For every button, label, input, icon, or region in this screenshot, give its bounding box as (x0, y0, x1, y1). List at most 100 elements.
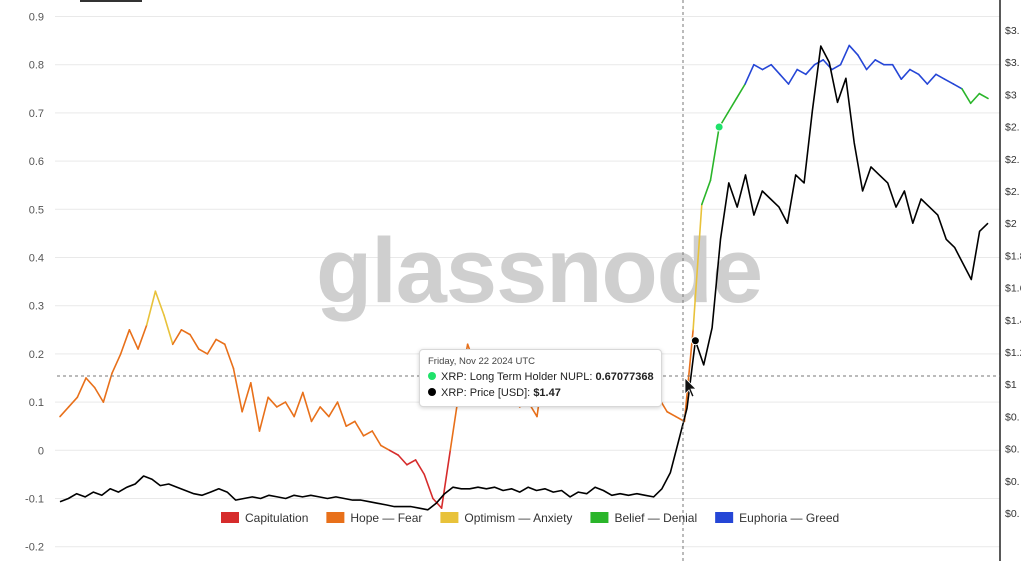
nupl-segment (302, 391, 313, 423)
nupl-segment (744, 63, 755, 85)
legend-swatch (715, 512, 734, 523)
nupl-segment (223, 343, 235, 370)
right-tick-label: $2. (1005, 154, 1020, 166)
nupl-segment (909, 68, 920, 76)
nupl-segment (423, 473, 434, 500)
price-dot-icon (428, 388, 436, 396)
nupl-segment (284, 401, 295, 418)
nupl-segment (440, 449, 452, 509)
tooltip-price-row: XRP: Price [USD]: $1.47 (428, 387, 561, 399)
nupl-hover-marker (714, 122, 724, 132)
nupl-segment (163, 314, 174, 346)
nupl-segment (354, 420, 365, 437)
tooltip-price-label: XRP: Price [USD]: (441, 387, 531, 399)
tooltip-nupl-label: XRP: Long Term Holder NUPL: (441, 371, 593, 383)
right-tick-label: $0. (1005, 508, 1020, 520)
nupl-segment (414, 459, 426, 476)
legend-label: Capitulation (245, 511, 308, 525)
right-tick-label: $2. (1005, 186, 1020, 198)
phase-legend: Capitulation Hope — Fear Optimism — Anxiet… (221, 511, 839, 525)
nupl-segment (319, 406, 330, 418)
nupl-segment (380, 444, 391, 452)
nupl-segment (848, 44, 859, 56)
mouse-cursor-icon (684, 377, 697, 398)
nupl-segment (189, 333, 200, 350)
left-tick-label: 0.6 (29, 156, 44, 168)
nupl-segment (805, 63, 816, 76)
nupl-segment (328, 401, 339, 418)
right-tick-label: $1.2 (1005, 347, 1021, 359)
nupl-segment (59, 406, 70, 418)
price-line (59, 45, 989, 511)
nupl-segment (891, 63, 903, 80)
glassnode-watermark: glassnode (316, 220, 762, 322)
legend-label: Optimism — Anxiety (464, 511, 572, 525)
right-tick-label: $3. (1005, 25, 1020, 37)
nupl-dot-icon (428, 372, 436, 380)
nupl-segment (154, 290, 165, 317)
nupl-segment (406, 459, 417, 466)
right-tick-label: $1.8 (1005, 250, 1021, 262)
nupl-segment (700, 179, 712, 206)
nupl-segment (128, 328, 139, 350)
legend-swatch (440, 512, 459, 523)
nupl-segment (310, 406, 321, 423)
legend-swatch (326, 512, 345, 523)
nupl-segment (969, 92, 981, 105)
nupl-segment (926, 73, 937, 85)
nupl-segment (900, 68, 911, 80)
nupl-segment (171, 328, 183, 346)
nupl-segment (362, 430, 374, 437)
nupl-segment (735, 83, 746, 100)
legend-label: Hope — Fear (350, 511, 422, 525)
hover-markers (690, 122, 724, 346)
nupl-segment (232, 367, 243, 413)
nupl-segment (250, 382, 261, 432)
nupl-segment (666, 410, 677, 418)
right-tick-label: $0. (1005, 411, 1020, 423)
legend-swatch (221, 512, 239, 523)
legend-label: Euphoria — Greed (739, 511, 839, 525)
nupl-segment (961, 88, 972, 105)
nupl-segment (727, 97, 738, 114)
legend-swatch (590, 512, 609, 523)
nupl-segment (874, 59, 885, 66)
nupl-segment (258, 396, 269, 432)
nupl-segment (67, 396, 79, 408)
right-tick-label: $1 (1005, 379, 1017, 391)
nupl-segment (952, 83, 963, 90)
left-tick-label: -0.1 (25, 494, 44, 506)
left-tick-label: 0.5 (29, 204, 44, 216)
right-axis-tick-labels: $3. $3. $3 $2. $2. $2. $2 $1.8 $1.6 $1.4 $1.2 $1 $0.… (1005, 25, 1021, 520)
right-tick-label: $0. (1005, 476, 1020, 488)
right-tick-label: $3. (1005, 57, 1020, 69)
nupl-segment (709, 126, 720, 182)
tooltip-date: Friday, Nov 22 2024 UTC (428, 356, 536, 367)
tooltip-nupl-row: XRP: Long Term Holder NUPL: 0.67077368 (428, 371, 654, 383)
nupl-segment (865, 59, 877, 71)
left-tick-label: 0.1 (29, 397, 44, 409)
nupl-segment (761, 63, 772, 71)
nupl-segment (276, 401, 287, 408)
tooltip-price-value: $1.47 (533, 387, 561, 399)
nupl-segment (85, 377, 96, 389)
nupl-segment (267, 396, 278, 408)
nupl-segment (397, 454, 408, 466)
left-tick-label: 0.4 (29, 253, 44, 265)
right-tick-label: $3 (1005, 89, 1017, 101)
nupl-segment (692, 203, 703, 331)
nupl-segment (917, 73, 929, 85)
nupl-segment (839, 44, 851, 66)
nupl-segment (197, 348, 209, 355)
nupl-segment (345, 420, 356, 428)
nupl-segment (978, 92, 989, 100)
nupl-segment (206, 338, 217, 355)
left-tick-label: 0.7 (29, 108, 44, 120)
right-tick-label: $0. (1005, 444, 1020, 456)
nupl-segment (787, 68, 798, 85)
nupl-segment (831, 63, 842, 71)
nupl-segment (119, 328, 131, 355)
price-series (59, 45, 989, 511)
right-tick-label: $1.6 (1005, 283, 1021, 295)
